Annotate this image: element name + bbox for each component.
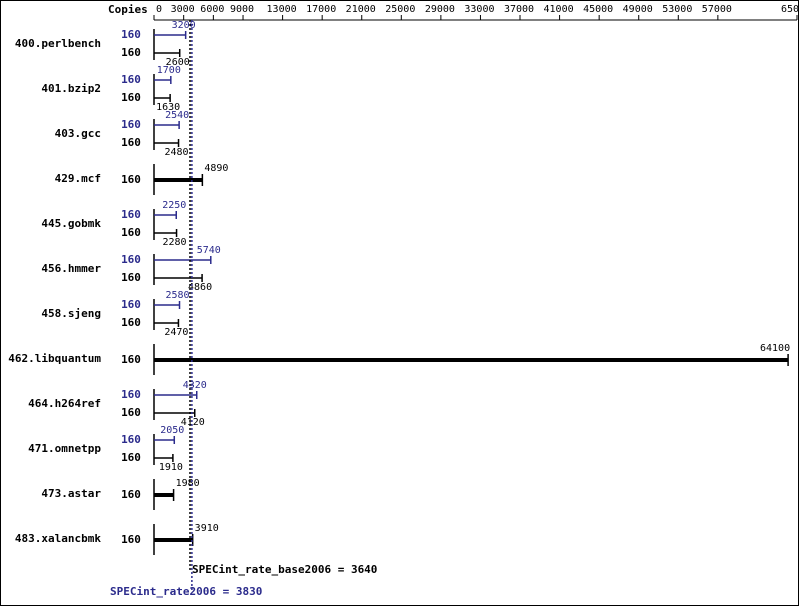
value-label: 64100 [760, 343, 790, 354]
value-label: 2580 [165, 290, 189, 301]
value-label: 2280 [163, 237, 187, 248]
benchmark-label: 464.h264ref [28, 397, 101, 410]
value-label: 4890 [204, 163, 228, 174]
x-tick-label: 9000 [230, 4, 254, 15]
copies-label: 160 [121, 173, 141, 186]
benchmark-label: 400.perlbench [15, 37, 101, 50]
value-label: 1910 [159, 462, 183, 473]
value-label: 4120 [181, 417, 205, 428]
value-label: 3200 [172, 20, 196, 31]
x-tick-label: 37000 [504, 4, 534, 15]
benchmark-label: 473.astar [41, 487, 101, 500]
value-label: 2480 [164, 147, 188, 158]
x-tick-label: 57000 [702, 4, 732, 15]
reference-label: SPECint_rate2006 = 3830 [110, 585, 262, 598]
copies-label: 160 [121, 28, 141, 41]
value-label: 1980 [176, 478, 200, 489]
copies-label: 160 [121, 46, 141, 59]
benchmark-label: 403.gcc [55, 127, 101, 140]
copies-label: 160 [121, 136, 141, 149]
value-label: 1700 [157, 65, 181, 76]
copies-label: 160 [121, 208, 141, 221]
benchmark-label: 401.bzip2 [41, 82, 101, 95]
reference-label: SPECint_rate_base2006 = 3640 [192, 563, 377, 576]
benchmark-label: 458.sjeng [41, 307, 101, 320]
value-label: 2470 [164, 327, 188, 338]
value-label: 1630 [156, 102, 180, 113]
x-tick-label: 3000 [171, 4, 195, 15]
x-tick-label: 25000 [385, 4, 415, 15]
copies-label: 160 [121, 271, 141, 284]
x-tick-label: 17000 [306, 4, 336, 15]
copies-header: Copies [108, 3, 148, 16]
x-tick-label: 21000 [346, 4, 376, 15]
copies-label: 160 [121, 91, 141, 104]
benchmark-label: 429.mcf [55, 172, 101, 185]
x-tick-label: 45000 [583, 4, 613, 15]
copies-label: 160 [121, 353, 141, 366]
value-label: 4320 [183, 380, 207, 391]
x-tick-label: 13000 [267, 4, 297, 15]
copies-label: 160 [121, 433, 141, 446]
copies-label: 160 [121, 451, 141, 464]
x-tick-label: 53000 [662, 4, 692, 15]
value-label: 2600 [166, 57, 190, 68]
x-tick-label: 65000 [781, 4, 799, 15]
x-tick-label: 41000 [544, 4, 574, 15]
value-label: 2540 [165, 110, 189, 121]
value-label: 2250 [162, 200, 186, 211]
benchmark-label: 471.omnetpp [28, 442, 101, 455]
benchmark-label: 445.gobmk [41, 217, 101, 230]
value-label: 3910 [195, 523, 219, 534]
benchmark-label: 456.hmmer [41, 262, 101, 275]
copies-label: 160 [121, 388, 141, 401]
x-tick-label: 0 [156, 4, 162, 15]
copies-label: 160 [121, 73, 141, 86]
x-tick-label: 33000 [464, 4, 494, 15]
copies-label: 160 [121, 118, 141, 131]
copies-label: 160 [121, 226, 141, 239]
value-label: 4860 [188, 282, 212, 293]
copies-label: 160 [121, 406, 141, 419]
benchmark-label: 462.libquantum [8, 352, 101, 365]
copies-label: 160 [121, 253, 141, 266]
benchmark-label: 483.xalancbmk [15, 532, 101, 545]
copies-label: 160 [121, 316, 141, 329]
copies-label: 160 [121, 533, 141, 546]
x-tick-label: 29000 [425, 4, 455, 15]
x-tick-label: 6000 [200, 4, 224, 15]
copies-label: 160 [121, 298, 141, 311]
value-label: 2050 [160, 425, 184, 436]
copies-label: 160 [121, 488, 141, 501]
value-label: 5740 [197, 245, 221, 256]
x-tick-label: 49000 [623, 4, 653, 15]
